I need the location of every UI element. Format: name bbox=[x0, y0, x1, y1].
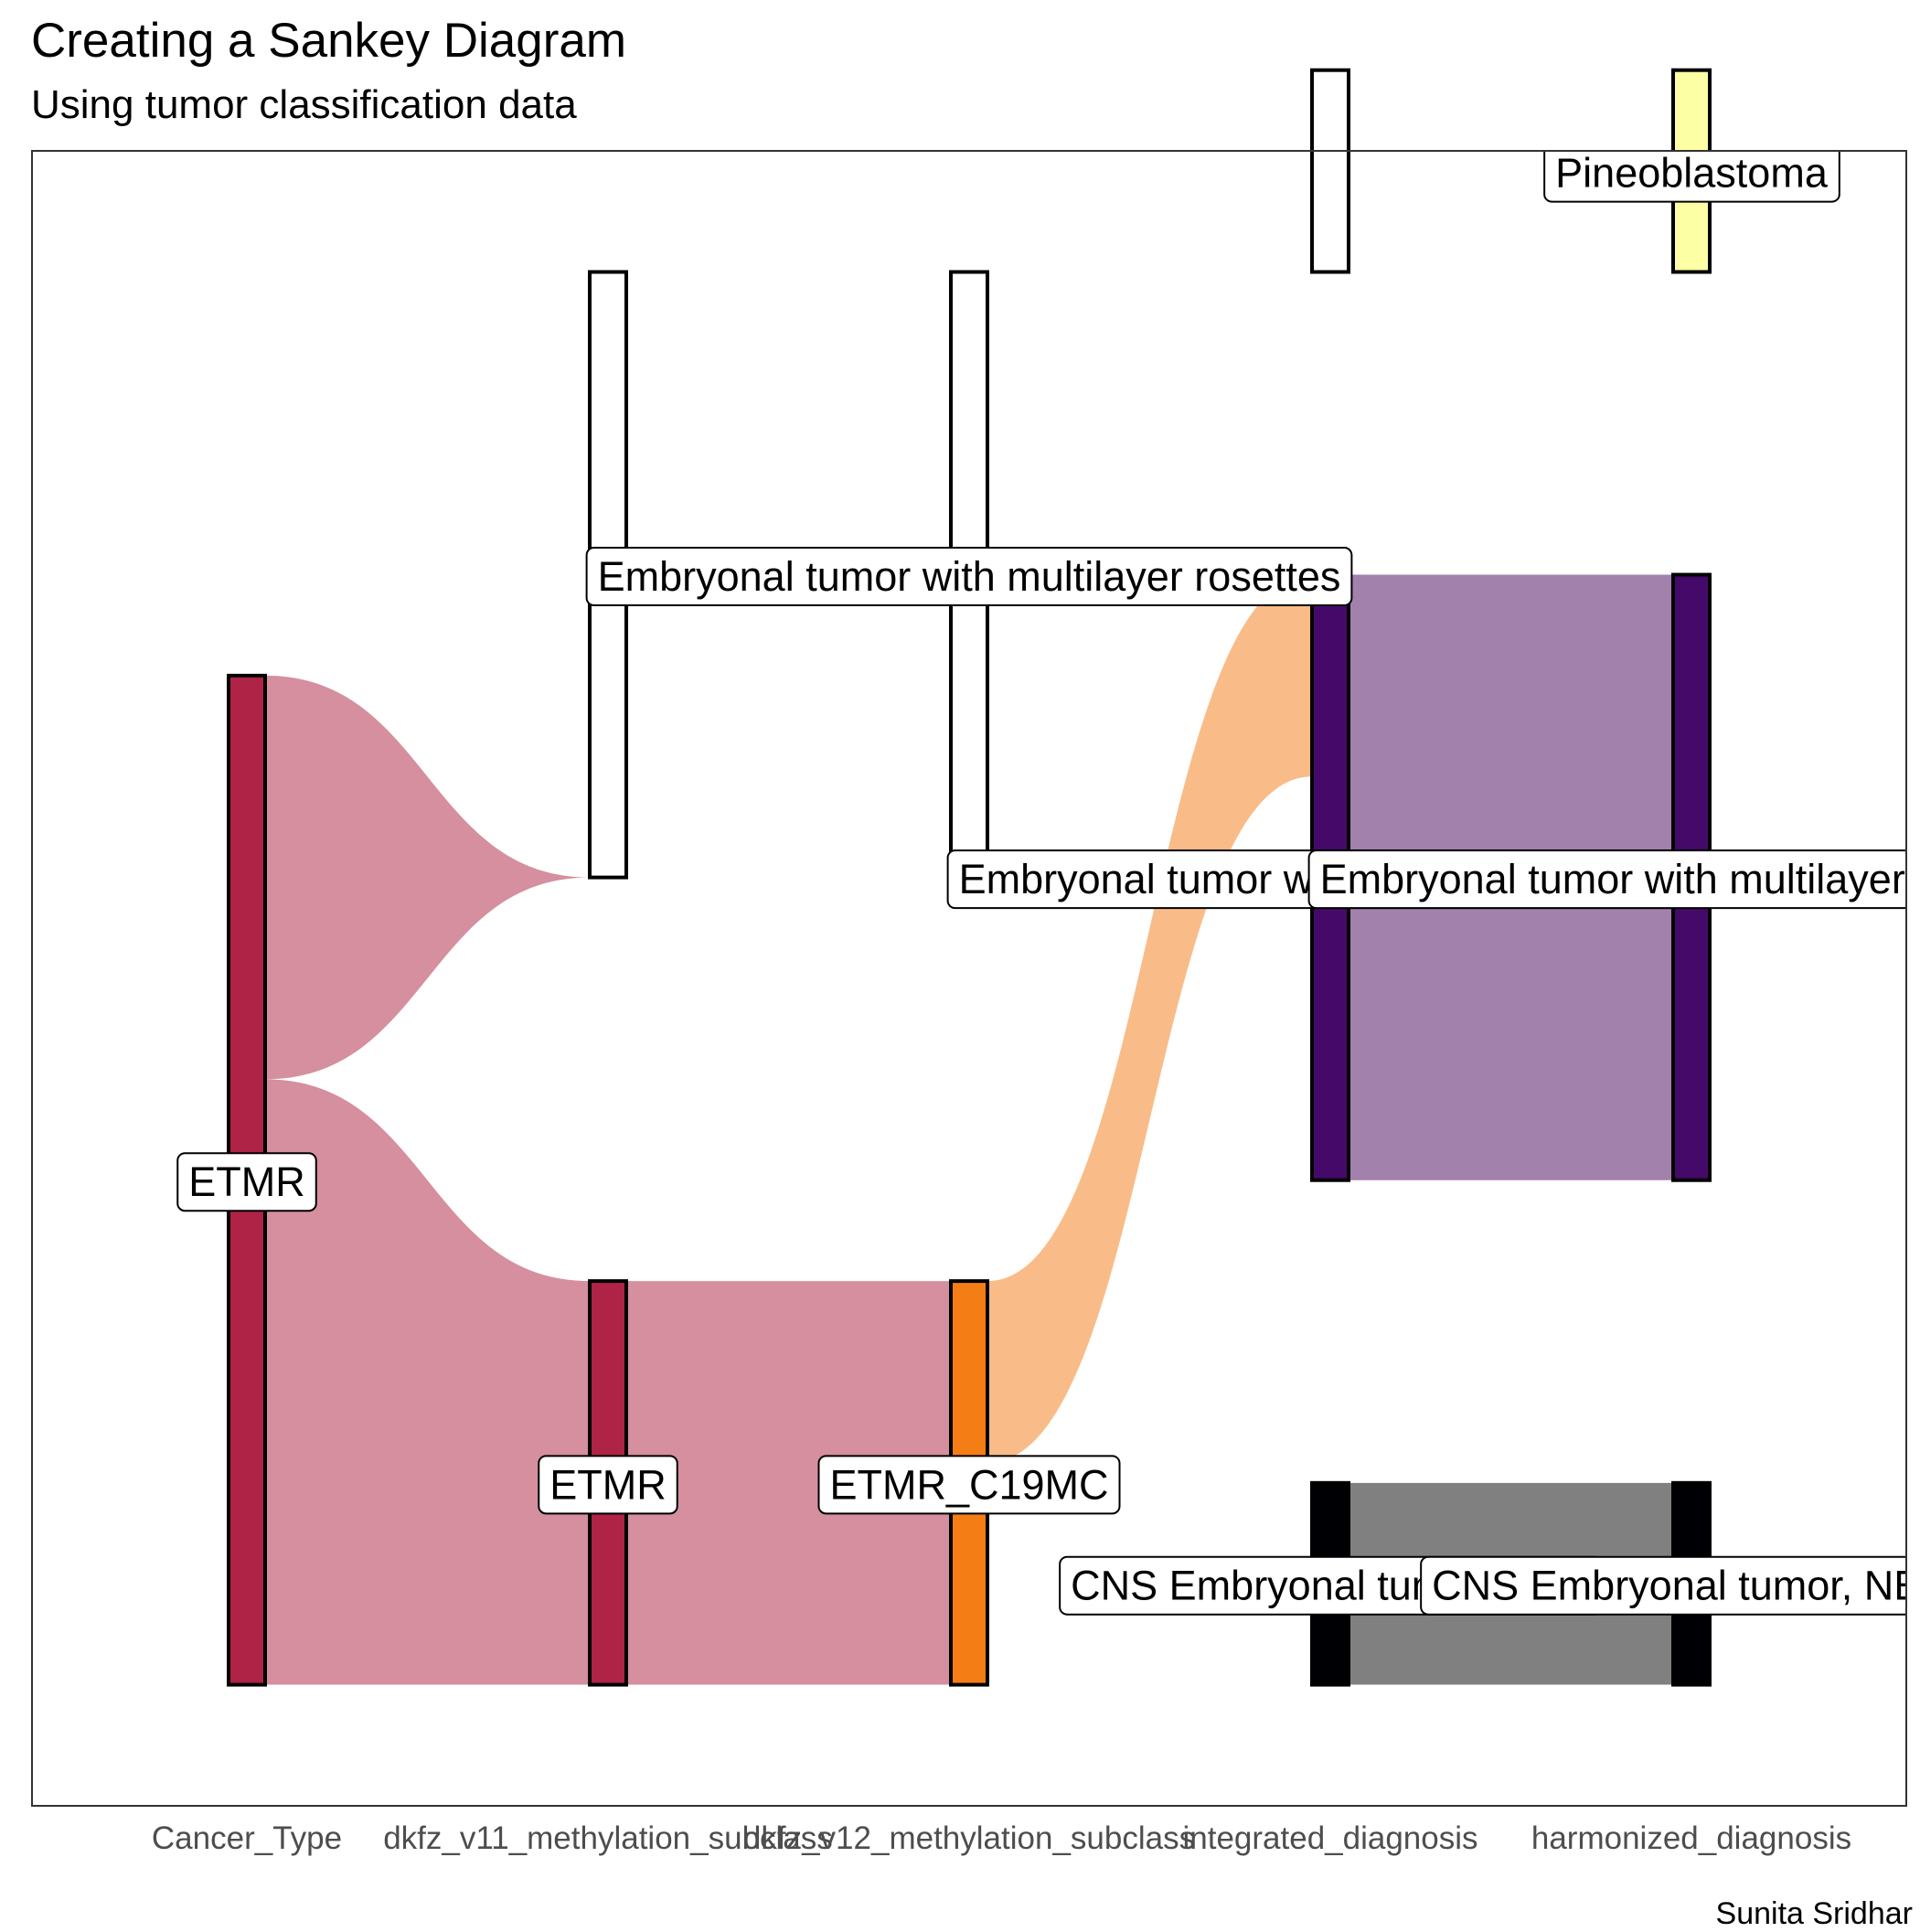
svg-text:ETMR: ETMR bbox=[188, 1158, 305, 1205]
svg-text:Pineoblastoma: Pineoblastoma bbox=[1555, 150, 1829, 197]
panel-border bbox=[31, 150, 1907, 1807]
svg-text:ETMR_C19MC: ETMR_C19MC bbox=[829, 1461, 1108, 1508]
node-label-v11_etmr: ETMR bbox=[538, 1455, 678, 1515]
svg-text:Embryonal tumor with multilaye: Embryonal tumor with multilayer rosettes bbox=[1320, 856, 1920, 902]
node-labels-layer: ETMR ETMR Embryonal tumor with multilayer … bbox=[176, 150, 1920, 1616]
svg-text:Embryonal tumor with multilaye: Embryonal tumor with multilayer rosettes bbox=[598, 553, 1341, 600]
chart-subtitle: Using tumor classification data bbox=[31, 82, 577, 127]
x-axis-tick-label: dkfz_v11_methylation_subclass bbox=[383, 1820, 833, 1856]
flow-v12_etmr-to-id_emb bbox=[987, 574, 1312, 1463]
x-axis-tick-label: integrated_diagnosis bbox=[1182, 1820, 1477, 1856]
flow-ct_etmr-to-v11_etmr bbox=[265, 1079, 590, 1685]
flow-ct_etmr-to-v11_na bbox=[265, 675, 590, 1080]
svg-text:CNS Embryonal tumor, NEC: CNS Embryonal tumor, NEC bbox=[1432, 1563, 1920, 1609]
x-axis-tick-label: harmonized_diagnosis bbox=[1531, 1820, 1851, 1856]
flow-v11_etmr-to-v12_etmr bbox=[626, 1281, 951, 1685]
x-axis-tick-label: Cancer_Type bbox=[152, 1820, 342, 1856]
node-label-v12_emb: Embryonal tumor with multilayer rosettes bbox=[585, 547, 1353, 607]
node-label-hd_emb: Embryonal tumor with multilayer rosettes bbox=[1307, 849, 1920, 910]
chart-title: Creating a Sankey Diagram bbox=[31, 14, 627, 68]
chart-caption: Sunita Sridhar bbox=[1715, 1896, 1913, 1931]
x-axis-labels: Cancer_Type dkfz_v11_methylation_subclass… bbox=[152, 1820, 1851, 1856]
node-id_pineo bbox=[1310, 68, 1350, 274]
node-label-hd_pineo: Pineoblastoma bbox=[1543, 150, 1840, 203]
x-axis-tick-label: dkfz_v12_methylation_subclass bbox=[743, 1820, 1195, 1856]
node-label-v12_etmr: ETMR_C19MC bbox=[817, 1455, 1121, 1515]
node-label-ct_etmr: ETMR bbox=[176, 1152, 317, 1212]
svg-text:ETMR: ETMR bbox=[549, 1461, 667, 1508]
node-label-hd_cns: CNS Embryonal tumor, NEC bbox=[1420, 1555, 1920, 1616]
